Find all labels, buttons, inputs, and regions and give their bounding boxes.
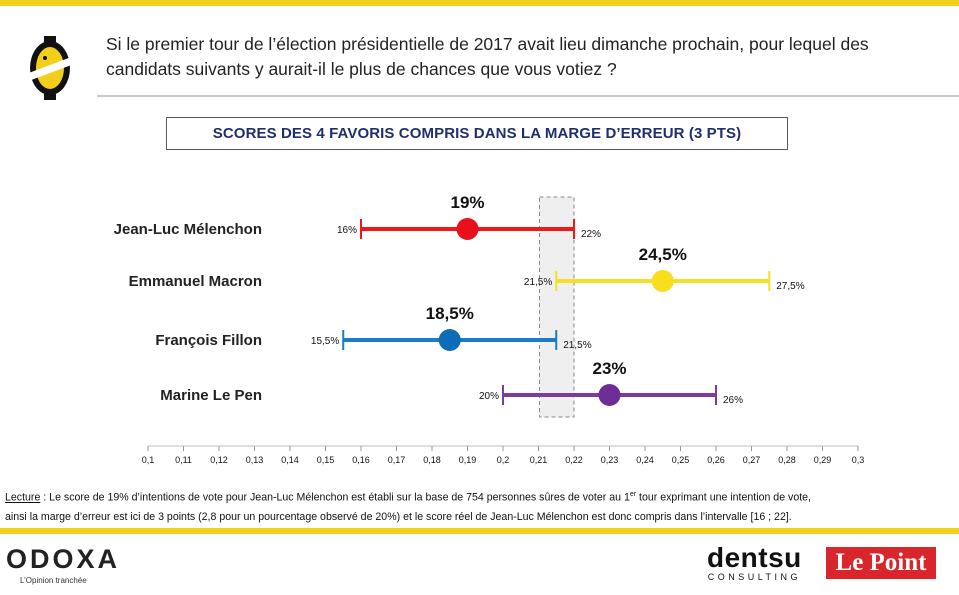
high-label: 21,5% xyxy=(563,340,591,351)
x-tick-label: 0,29 xyxy=(814,455,832,465)
x-tick-label: 0,12 xyxy=(210,455,228,465)
score-dot xyxy=(598,384,621,406)
reading-label: Lecture xyxy=(5,491,41,504)
high-label: 27,5% xyxy=(776,281,804,292)
x-tick-label: 0,25 xyxy=(672,455,690,465)
bottom-accent-bar xyxy=(0,528,959,534)
score-label: 23% xyxy=(592,359,626,378)
dentsu-sub: CONSULTING xyxy=(707,572,802,582)
x-tick-label: 0,15 xyxy=(317,455,335,465)
candidate-name: Marine Le Pen xyxy=(160,387,262,404)
score-label: 24,5% xyxy=(639,245,687,264)
low-label: 15,5% xyxy=(311,336,339,347)
dentsu-name: dentsu xyxy=(707,542,802,573)
high-label: 26% xyxy=(723,395,743,406)
overlap-zone xyxy=(539,196,575,418)
score-label: 19% xyxy=(450,193,484,212)
reading-sup: er xyxy=(629,491,637,498)
chart-subtitle: SCORES DES 4 FAVORIS COMPRIS DANS LA MAR… xyxy=(166,117,788,150)
reading-text-1: : Le score de 19% d’intentions de vote p… xyxy=(40,491,630,504)
x-tick-label: 0,28 xyxy=(778,455,796,465)
low-label: 16% xyxy=(337,225,357,236)
x-tick-label: 0,13 xyxy=(246,455,264,465)
x-tick-label: 0,27 xyxy=(743,455,761,465)
x-tick-label: 0,2 xyxy=(497,455,510,465)
score-label: 18,5% xyxy=(426,304,474,323)
score-dot xyxy=(438,329,461,351)
question-text: Si le premier tour de l’élection préside… xyxy=(106,34,869,79)
x-tick-label: 0,1 xyxy=(142,455,155,465)
candidate-name: François Fillon xyxy=(155,332,262,349)
x-tick-label: 0,11 xyxy=(175,455,192,465)
x-tick-label: 0,17 xyxy=(388,455,406,465)
score-dot xyxy=(456,218,479,240)
range-chart: 0,1 0,11 0,12 0,13 0,14 0,15 0,16 0,17 0,18 0,19 0… xyxy=(114,193,865,465)
dentsu-logo: dentsu CONSULTING xyxy=(707,542,802,583)
score-dot xyxy=(651,270,674,292)
odoxa-logo-icon xyxy=(26,36,74,100)
top-accent-bar xyxy=(0,0,959,6)
x-tick-label: 0,26 xyxy=(707,455,725,465)
x-tick-label: 0,21 xyxy=(530,455,548,465)
reading-note: Lecture : Le score de 19% d’intentions d… xyxy=(5,485,955,527)
odoxa-tagline: L’Opinion tranchée xyxy=(20,576,87,585)
x-tick-label: 0,3 xyxy=(852,455,865,465)
high-label: 22% xyxy=(581,229,601,240)
question-divider xyxy=(97,95,959,97)
x-tick-label: 0,23 xyxy=(601,455,619,465)
lepoint-logo: Le Point xyxy=(826,547,936,579)
x-tick-label: 0,22 xyxy=(565,455,583,465)
candidate-name: Jean-Luc Mélenchon xyxy=(114,221,262,238)
odoxa-logo: ODOXA L’Opinion tranchée xyxy=(6,544,120,585)
x-tick-label: 0,24 xyxy=(636,455,654,465)
x-tick-label: 0,14 xyxy=(281,455,299,465)
reading-text-2: tour exprimant une intention de vote, xyxy=(636,491,811,504)
x-tick-label: 0,16 xyxy=(352,455,370,465)
odoxa-name: ODOXA xyxy=(6,544,121,574)
x-tick-label: 0,18 xyxy=(423,455,441,465)
x-tick-label: 0,19 xyxy=(459,455,477,465)
low-label: 21,5% xyxy=(524,277,552,288)
reading-line-2: ainsi la marge d’erreur est ici de 3 poi… xyxy=(5,510,792,523)
low-label: 20% xyxy=(479,391,499,402)
candidate-name: Emmanuel Macron xyxy=(129,273,262,290)
